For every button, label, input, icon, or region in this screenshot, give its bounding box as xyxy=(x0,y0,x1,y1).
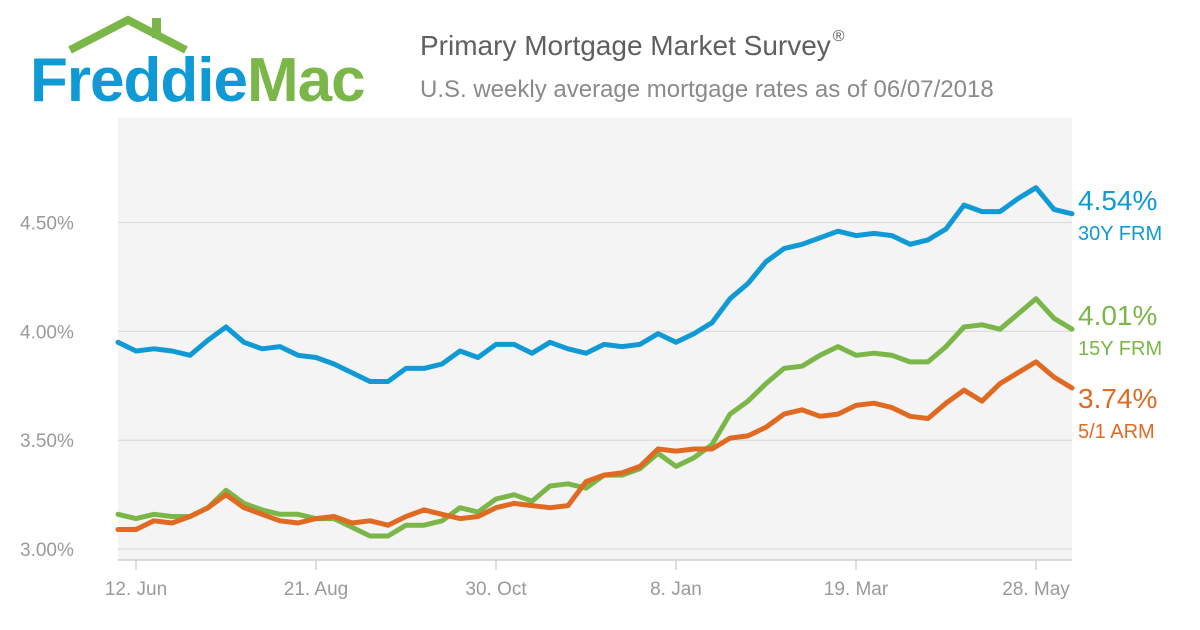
series-line-3 xyxy=(115,359,1075,532)
chart-title-text: Primary Mortgage Market Survey xyxy=(420,30,831,61)
series-end-name: 5/1 ARM xyxy=(1078,421,1155,443)
y-axis-ticks: 3.00% 3.50% 4.00% 4.50% xyxy=(20,214,74,562)
y-tick-label: 4.00% xyxy=(20,322,74,343)
plot-background xyxy=(118,118,1072,560)
logo-freddie-text: Freddie xyxy=(30,46,248,115)
series-end-value: 4.54% xyxy=(1078,185,1157,216)
logo-mac-text: Mac xyxy=(246,46,366,115)
x-axis: 12. Jun 21. Aug 30. Oct 8. Jan 19. Mar 28. Ma… xyxy=(105,559,1072,600)
x-tick-label: 19. Mar xyxy=(824,579,889,600)
series-line-1 xyxy=(115,185,1075,384)
grid-lines xyxy=(118,221,1072,550)
chart-subtitle: U.S. weekly average mortgage rates as of… xyxy=(420,76,994,103)
registered-mark: ® xyxy=(832,28,845,45)
y-tick-label: 3.00% xyxy=(20,540,74,561)
x-tick-label: 30. Oct xyxy=(465,579,527,600)
y-tick-label: 3.50% xyxy=(20,431,74,452)
series-end-value: 4.01% xyxy=(1078,300,1157,331)
series-lines xyxy=(115,185,1075,539)
series-line-2 xyxy=(115,296,1075,539)
x-tick-label: 28. May xyxy=(1002,579,1070,600)
chart-title: Primary Mortgage Market Survey ® xyxy=(420,28,845,62)
series-end-name: 30Y FRM xyxy=(1078,223,1162,245)
series-end-name: 15Y FRM xyxy=(1078,338,1162,360)
series-end-labels: 4.54% 30Y FRM 4.01% 15Y FRM 3.74% 5/1 ARM xyxy=(1078,185,1162,443)
y-tick-label: 4.50% xyxy=(20,214,74,235)
series-end-value: 3.74% xyxy=(1078,383,1157,414)
x-tick-label: 12. Jun xyxy=(105,579,167,600)
x-tick-label: 8. Jan xyxy=(650,579,702,600)
house-roof-icon xyxy=(68,15,188,54)
x-tick-label: 21. Aug xyxy=(284,579,348,600)
